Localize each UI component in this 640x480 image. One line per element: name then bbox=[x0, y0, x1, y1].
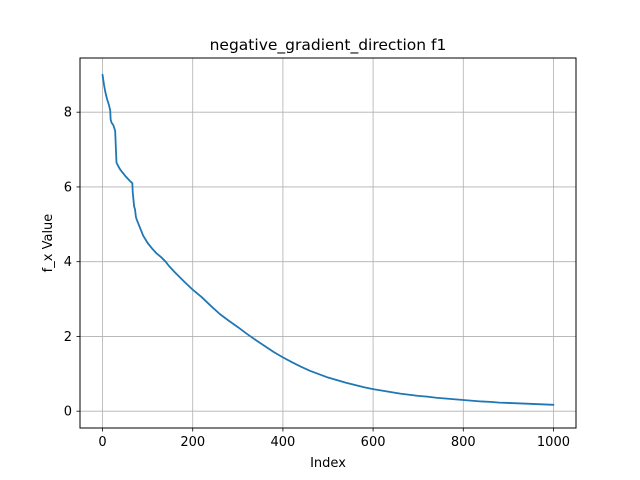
x-tick-label: 0 bbox=[98, 435, 106, 450]
y-tick-label: 0 bbox=[64, 405, 72, 420]
y-tick-label: 2 bbox=[64, 330, 72, 345]
y-axis-ticks: 0 2 4 6 8 bbox=[64, 106, 80, 420]
series-line-0 bbox=[101, 73, 555, 406]
y-axis-label: f_x Value bbox=[41, 214, 56, 273]
plot-frame bbox=[79, 57, 577, 429]
x-tick-label: 600 bbox=[361, 435, 386, 450]
x-tick-label: 400 bbox=[270, 435, 295, 450]
x-axis-ticks: 0 200 400 600 800 1000 bbox=[98, 428, 570, 450]
series-layer bbox=[101, 73, 555, 406]
x-axis-label: Index bbox=[310, 456, 346, 471]
y-tick-label: 4 bbox=[64, 255, 72, 270]
y-tick-label: 8 bbox=[64, 106, 72, 121]
plot-area: 0 200 400 600 800 1000 0 2 4 6 8 bbox=[64, 57, 577, 450]
plot-background bbox=[80, 58, 576, 428]
x-tick-label: 800 bbox=[451, 435, 476, 450]
x-tick-label: 200 bbox=[180, 435, 205, 450]
x-tick-label: 1000 bbox=[537, 435, 570, 450]
chart-title: negative_gradient_direction f1 bbox=[210, 36, 447, 55]
grid-lines bbox=[80, 58, 576, 428]
y-tick-label: 6 bbox=[64, 180, 72, 195]
